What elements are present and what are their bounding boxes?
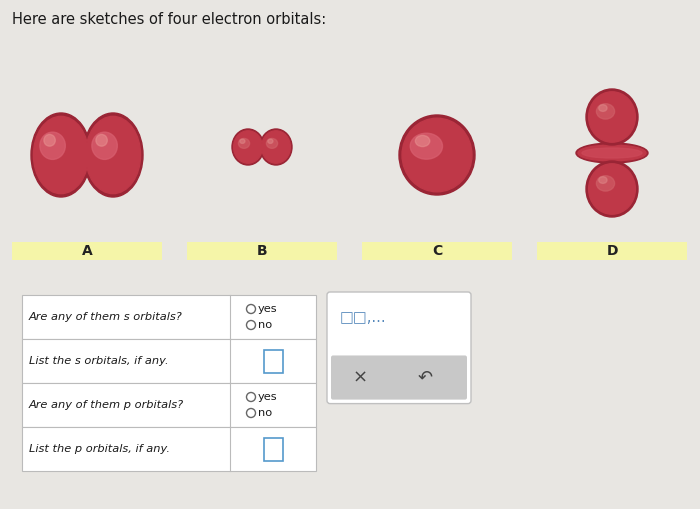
Text: C: C bbox=[432, 244, 442, 258]
FancyBboxPatch shape bbox=[362, 242, 512, 260]
Ellipse shape bbox=[589, 164, 636, 214]
Text: A: A bbox=[82, 244, 92, 258]
FancyBboxPatch shape bbox=[263, 438, 283, 461]
Ellipse shape bbox=[34, 117, 89, 193]
FancyBboxPatch shape bbox=[22, 295, 316, 339]
Ellipse shape bbox=[576, 143, 648, 163]
Text: ×: × bbox=[352, 369, 368, 386]
Text: Are any of them s orbitals?: Are any of them s orbitals? bbox=[29, 312, 183, 322]
Ellipse shape bbox=[586, 161, 638, 217]
Text: B: B bbox=[257, 244, 267, 258]
Text: no: no bbox=[258, 320, 272, 330]
Text: List the p orbitals, if any.: List the p orbitals, if any. bbox=[29, 444, 170, 454]
Ellipse shape bbox=[232, 129, 264, 165]
Ellipse shape bbox=[92, 132, 118, 159]
Text: no: no bbox=[258, 408, 272, 418]
Text: List the s orbitals, if any.: List the s orbitals, if any. bbox=[29, 356, 169, 366]
Ellipse shape bbox=[262, 131, 290, 163]
Ellipse shape bbox=[582, 148, 642, 158]
Ellipse shape bbox=[598, 177, 607, 183]
FancyBboxPatch shape bbox=[22, 427, 316, 471]
Ellipse shape bbox=[96, 134, 107, 146]
Ellipse shape bbox=[415, 135, 430, 147]
FancyBboxPatch shape bbox=[187, 242, 337, 260]
Ellipse shape bbox=[589, 92, 636, 142]
FancyBboxPatch shape bbox=[537, 242, 687, 260]
Ellipse shape bbox=[85, 117, 141, 193]
Ellipse shape bbox=[267, 138, 278, 148]
Ellipse shape bbox=[596, 104, 615, 119]
FancyBboxPatch shape bbox=[263, 350, 283, 373]
Ellipse shape bbox=[402, 118, 472, 192]
FancyBboxPatch shape bbox=[331, 355, 467, 400]
Ellipse shape bbox=[268, 139, 273, 144]
Ellipse shape bbox=[240, 139, 245, 144]
Text: Here are sketches of four electron orbitals:: Here are sketches of four electron orbit… bbox=[12, 12, 326, 27]
FancyBboxPatch shape bbox=[12, 242, 162, 260]
Text: Are any of them p orbitals?: Are any of them p orbitals? bbox=[29, 400, 184, 410]
Ellipse shape bbox=[260, 129, 292, 165]
Ellipse shape bbox=[239, 138, 250, 148]
Ellipse shape bbox=[586, 89, 638, 145]
Ellipse shape bbox=[598, 105, 607, 111]
Text: ↶: ↶ bbox=[417, 369, 433, 386]
Ellipse shape bbox=[596, 176, 615, 191]
Ellipse shape bbox=[44, 134, 55, 146]
Text: yes: yes bbox=[258, 392, 278, 402]
Ellipse shape bbox=[399, 115, 475, 195]
Ellipse shape bbox=[410, 133, 442, 159]
FancyBboxPatch shape bbox=[22, 383, 316, 427]
Ellipse shape bbox=[31, 113, 91, 197]
Text: □□,...: □□,... bbox=[340, 309, 386, 325]
Text: yes: yes bbox=[258, 304, 278, 314]
FancyBboxPatch shape bbox=[22, 339, 316, 383]
Ellipse shape bbox=[40, 132, 65, 159]
Text: D: D bbox=[606, 244, 617, 258]
Ellipse shape bbox=[83, 113, 143, 197]
Ellipse shape bbox=[578, 145, 646, 161]
FancyBboxPatch shape bbox=[327, 292, 471, 404]
Ellipse shape bbox=[234, 131, 262, 163]
